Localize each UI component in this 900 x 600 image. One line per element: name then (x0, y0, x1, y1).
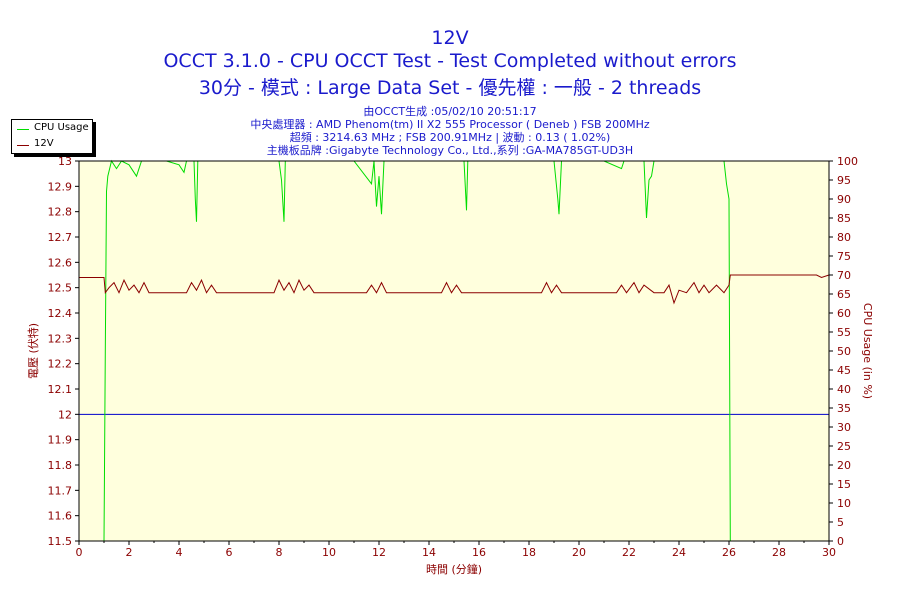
x-tick-label: 18 (522, 546, 536, 559)
x-tick-label: 30 (822, 546, 836, 559)
info-clock: 超頻 : 3214.63 MHz ; FSB 200.91MHz | 波動 : … (289, 131, 611, 144)
y-left-tick-label: 12.1 (48, 383, 73, 396)
y-right-tick-label: 90 (837, 193, 851, 206)
y-left-tick-label: 12.5 (48, 282, 73, 295)
y-right-tick-label: 50 (837, 345, 851, 358)
y-left-axis-label: 電壓 (伏特) (26, 323, 40, 379)
legend-item-cpu-usage: CPU Usage (12, 122, 92, 136)
legend-item-12v: 12V (12, 138, 92, 152)
x-tick-label: 14 (422, 546, 436, 559)
x-tick-label: 24 (672, 546, 686, 559)
chart-subtitle-test: OCCT 3.1.0 - CPU OCCT Test - Test Comple… (163, 50, 737, 72)
y-right-tick-label: 35 (837, 402, 851, 415)
info-cpu: 中央處理器 : AMD Phenom(tm) II X2 555 Process… (250, 118, 650, 131)
legend-swatch-cpu (17, 129, 29, 130)
y-right-tick-label: 95 (837, 174, 851, 187)
x-tick-label: 28 (772, 546, 786, 559)
y-right-tick-label: 15 (837, 478, 851, 491)
y-right-tick-label: 75 (837, 250, 851, 263)
y-right-tick-label: 45 (837, 364, 851, 377)
x-tick-label: 22 (622, 546, 636, 559)
plot-area (79, 161, 829, 541)
y-right-tick-label: 5 (837, 516, 844, 529)
x-tick-label: 12 (372, 546, 386, 559)
legend: CPU Usage 12V (11, 119, 93, 154)
x-tick-label: 0 (76, 546, 83, 559)
y-left-tick-label: 12.6 (48, 256, 73, 269)
y-right-tick-label: 55 (837, 326, 851, 339)
x-axis-label: 時間 (分鐘) (426, 562, 482, 576)
chart-subtitle-mode: 30分 - 模式 : Large Data Set - 優先權 : 一般 - 2… (198, 77, 702, 99)
y-right-axis-label: CPU Usage (in %) (861, 303, 874, 399)
y-right-tick-label: 30 (837, 421, 851, 434)
x-tick-label: 10 (322, 546, 336, 559)
y-left-tick-label: 12.3 (48, 332, 73, 345)
y-left-tick-label: 12.8 (48, 206, 73, 219)
y-right-tick-label: 60 (837, 307, 851, 320)
y-right-tick-label: 0 (837, 535, 844, 548)
y-right-tick-label: 70 (837, 269, 851, 282)
x-tick-label: 8 (276, 546, 283, 559)
info-motherboard: 主機板品牌 :Gigabyte Technology Co., Ltd.,系列 … (266, 144, 634, 157)
x-tick-label: 26 (722, 546, 736, 559)
y-left-tick-label: 12 (58, 408, 72, 421)
y-left-tick-label: 12.2 (48, 358, 73, 371)
legend-label-12v: 12V (34, 138, 54, 149)
y-left-tick-label: 11.6 (48, 510, 73, 523)
y-right-tick-label: 80 (837, 231, 851, 244)
series-line-12v (79, 274, 830, 305)
y-left-tick-label: 11.5 (48, 535, 73, 548)
x-tick-label: 6 (226, 546, 233, 559)
chart-title: 12V (431, 27, 469, 49)
x-tick-label: 20 (572, 546, 586, 559)
y-right-tick-label: 40 (837, 383, 851, 396)
legend-swatch-12v (17, 145, 29, 146)
y-right-tick-label: 25 (837, 440, 851, 453)
y-left-tick-label: 12.4 (48, 307, 73, 320)
y-right-tick-label: 100 (837, 155, 858, 168)
legend-label-cpu-usage: CPU Usage (34, 122, 89, 133)
x-tick-label: 4 (176, 546, 183, 559)
y-left-tick-label: 13 (58, 155, 72, 168)
y-left-tick-label: 11.9 (48, 434, 73, 447)
y-right-tick-label: 20 (837, 459, 851, 472)
y-right-tick-label: 10 (837, 497, 851, 510)
y-left-tick-label: 12.7 (48, 231, 73, 244)
y-right-tick-label: 65 (837, 288, 851, 301)
x-tick-label: 2 (126, 546, 133, 559)
info-generated: 由OCCT生成 :05/02/10 20:51:17 (363, 105, 537, 118)
y-left-tick-label: 11.7 (48, 484, 73, 497)
y-left-tick-label: 12.9 (48, 180, 73, 193)
y-right-tick-label: 85 (837, 212, 851, 225)
x-tick-label: 16 (472, 546, 486, 559)
y-left-tick-label: 11.8 (48, 459, 73, 472)
